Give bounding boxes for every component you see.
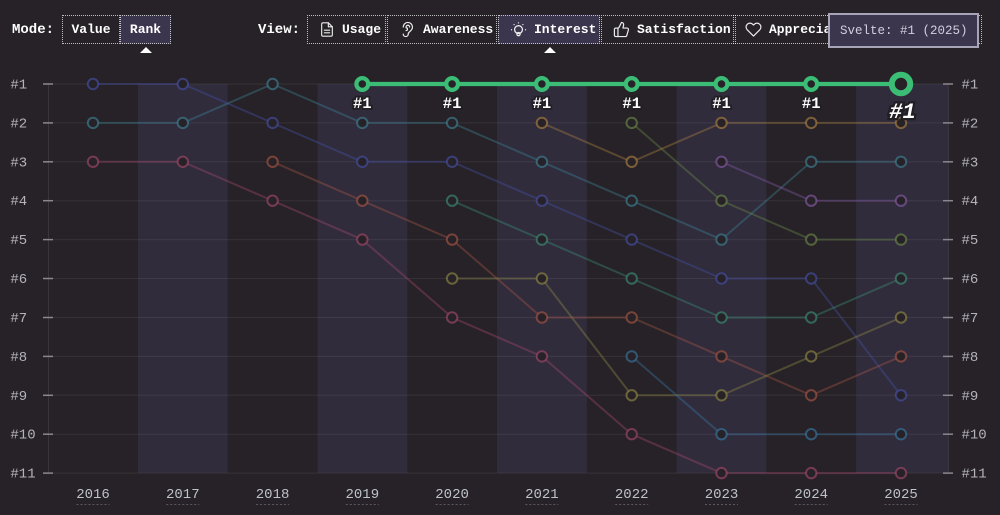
svg-text:2024: 2024 [794, 487, 828, 503]
svg-text:#10: #10 [10, 428, 35, 444]
svg-text:#1: #1 [802, 95, 821, 113]
svg-text:#1: #1 [443, 95, 462, 113]
svg-text:#4: #4 [962, 194, 979, 210]
svg-text:#11: #11 [962, 467, 987, 483]
svg-text:#2: #2 [962, 116, 979, 132]
svg-text:2019: 2019 [345, 487, 379, 503]
svg-text:2016: 2016 [76, 487, 110, 503]
svg-text:#7: #7 [10, 311, 27, 327]
svg-text:#7: #7 [962, 311, 979, 327]
svg-text:#8: #8 [10, 350, 27, 366]
svg-text:2021: 2021 [525, 487, 559, 503]
svg-text:2022: 2022 [615, 487, 649, 503]
svg-text:#6: #6 [10, 272, 27, 288]
svg-text:2025: 2025 [884, 487, 918, 503]
svg-text:#2: #2 [10, 116, 27, 132]
svg-text:#1: #1 [962, 78, 979, 94]
svg-text:#1: #1 [10, 78, 27, 94]
svg-text:2023: 2023 [705, 487, 739, 503]
svg-text:2020: 2020 [435, 487, 469, 503]
svg-text:#11: #11 [10, 467, 35, 483]
svg-text:#9: #9 [10, 389, 27, 405]
svg-text:#1: #1 [622, 95, 641, 113]
svg-text:#1: #1 [889, 100, 915, 125]
svg-text:2017: 2017 [166, 487, 200, 503]
svg-text:#1: #1 [533, 95, 552, 113]
svg-text:#4: #4 [10, 194, 27, 210]
svg-text:#3: #3 [10, 155, 27, 171]
svg-text:#6: #6 [962, 272, 979, 288]
svg-text:#1: #1 [712, 95, 731, 113]
svg-text:#9: #9 [962, 389, 979, 405]
svg-text:#1: #1 [353, 95, 372, 113]
svg-text:#5: #5 [962, 233, 979, 249]
svg-text:#10: #10 [962, 428, 987, 444]
svg-text:2018: 2018 [256, 487, 290, 503]
svg-text:#3: #3 [962, 155, 979, 171]
svg-text:#5: #5 [10, 233, 27, 249]
svg-text:#8: #8 [962, 350, 979, 366]
